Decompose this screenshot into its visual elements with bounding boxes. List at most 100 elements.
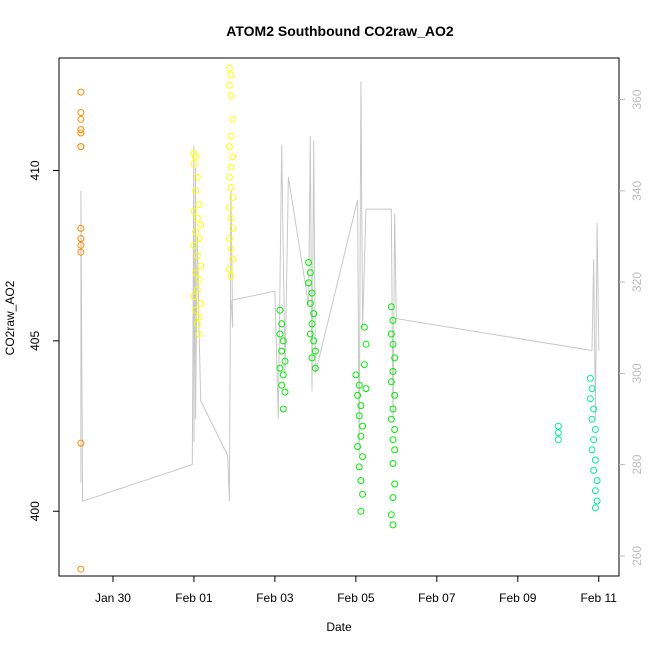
chart-title: ATOM2 Southbound CO2raw_AO2 [226, 23, 454, 39]
data-point [359, 453, 367, 461]
data-point [227, 272, 235, 280]
data-point [352, 371, 360, 379]
data-point [306, 330, 314, 338]
x-tick-label: Feb 03 [256, 591, 294, 605]
data-point [193, 173, 201, 181]
data-point [590, 466, 598, 474]
data-point [591, 487, 599, 495]
data-point [195, 276, 203, 283]
data-point [276, 364, 284, 372]
y-tick-label: 410 [28, 160, 42, 180]
data-point [554, 436, 562, 444]
data-point [77, 126, 85, 134]
data-point [389, 521, 397, 529]
data-point [389, 405, 397, 413]
data-point [77, 565, 85, 573]
data-point [193, 252, 201, 260]
data-point [195, 313, 203, 321]
data-point [389, 460, 397, 467]
data-point [190, 207, 198, 215]
data-point [227, 132, 235, 140]
data-point [195, 201, 203, 208]
data-point [197, 221, 205, 229]
data-point [77, 129, 85, 137]
data-point [229, 255, 237, 263]
data-point [357, 432, 365, 440]
data-point [359, 422, 367, 430]
data-point [276, 330, 284, 338]
data-point [387, 330, 395, 338]
data-point [229, 115, 237, 123]
data-point [229, 224, 237, 232]
data-point [591, 456, 599, 464]
data-point [77, 248, 85, 256]
data-point [225, 143, 233, 151]
data-point [197, 299, 205, 307]
data-point [281, 388, 289, 396]
data-point [310, 337, 318, 345]
y2-tick-label: 260 [630, 546, 644, 566]
data-point [279, 405, 287, 413]
data-point [391, 480, 399, 488]
data-point [387, 378, 395, 386]
plot-area [77, 64, 601, 573]
y-axis-label: CO2raw_AO2 [3, 280, 17, 355]
data-point [225, 265, 233, 273]
data-point [77, 88, 85, 96]
data-point [593, 477, 601, 485]
data-point [193, 286, 201, 294]
data-point [190, 149, 198, 157]
data-point [357, 507, 365, 515]
data-point [77, 235, 85, 243]
data-point [305, 259, 313, 266]
data-point [279, 371, 287, 379]
y2-tick-label: 360 [630, 89, 644, 109]
data-point [306, 269, 314, 277]
data-point [225, 81, 233, 89]
x-tick-label: Feb 05 [337, 591, 375, 605]
data-point [391, 426, 399, 433]
data-point [355, 463, 363, 471]
data-point [308, 320, 316, 328]
data-point [225, 235, 233, 243]
data-point [586, 374, 594, 382]
data-point [387, 415, 395, 423]
y2-tick-label: 280 [630, 454, 644, 474]
data-point [591, 426, 599, 433]
data-point [225, 204, 233, 212]
data-point [391, 354, 399, 362]
axes: Jan 30 Feb 01 Feb 03 Feb 05 Feb 07 Feb 09 Feb … [28, 89, 644, 605]
data-point [311, 347, 319, 355]
data-point [391, 391, 399, 399]
data-point [227, 245, 235, 253]
data-point [190, 241, 198, 249]
data-point [311, 364, 319, 372]
data-point [588, 446, 596, 454]
data-point [195, 330, 203, 338]
y-tick-label: 405 [28, 331, 42, 351]
data-point [190, 293, 198, 301]
data-point [590, 405, 598, 413]
data-point [278, 320, 286, 328]
x-tick-label: Feb 01 [175, 591, 213, 605]
data-point [225, 64, 233, 72]
y-tick-label: 400 [28, 501, 42, 521]
data-point [77, 109, 85, 116]
y2-tick-label: 340 [630, 180, 644, 200]
data-point [77, 143, 85, 151]
data-point [360, 323, 368, 331]
data-point [308, 289, 316, 297]
x-tick-label: Feb 11 [581, 591, 618, 605]
data-point [77, 115, 85, 123]
data-point [588, 415, 596, 423]
x-axis-label: Date [326, 620, 352, 634]
data-point [190, 160, 198, 168]
data-point [591, 504, 599, 512]
data-point [389, 436, 397, 444]
data-point [362, 340, 370, 348]
data-point [192, 269, 200, 277]
data-point [387, 511, 395, 519]
data-point [276, 306, 284, 314]
data-point [192, 228, 200, 236]
data-point [77, 439, 85, 447]
